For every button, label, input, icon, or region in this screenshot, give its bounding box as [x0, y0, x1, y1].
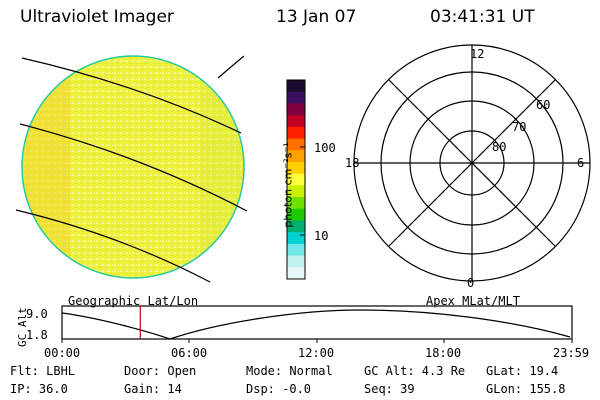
colorbar-segment [287, 255, 305, 268]
latitude-line [217, 55, 245, 79]
polar-projection-label: Apex MLat/MLT [426, 294, 520, 308]
colorbar-segment [287, 126, 305, 140]
x-tick-1200: 12:00 [298, 346, 335, 360]
colorbar-segment [287, 115, 305, 128]
latitude-line [21, 57, 242, 134]
seq-info: Seq: 39 [364, 382, 415, 396]
colorbar-tick-100: 100 [314, 141, 336, 155]
colorbar-segment [287, 80, 305, 93]
latitude-line [15, 209, 211, 283]
mlt-label-6: 6 [577, 156, 585, 170]
colorbar-unit-label: photon cm⁻²s⁻¹ [281, 142, 295, 228]
mlat-label-60: 60 [536, 98, 551, 112]
app-title: Ultraviolet Imager [20, 7, 174, 27]
glon-info: GLon: 155.8 [486, 382, 566, 396]
colorbar-tick-10: 10 [314, 229, 329, 243]
ip-info: IP: 36.0 [10, 382, 68, 396]
earth-disk [22, 56, 244, 278]
dsp-info: Dsp: -0.0 [246, 382, 312, 396]
mlt-label-12: 12 [470, 47, 485, 61]
altitude-curve [61, 309, 571, 340]
polar-diagonal [388, 79, 556, 247]
time-label: 03:41:31 UT [430, 7, 535, 27]
colorbar-segment [287, 267, 305, 280]
polar-diagonal [388, 79, 556, 247]
polar-ring-50 [353, 44, 591, 282]
filter-info: Flt: LBHL [10, 364, 76, 378]
door-info: Door: Open [124, 364, 197, 378]
earth-limb [21, 55, 245, 279]
mlt-label-18: 18 [345, 156, 360, 170]
x-tick-2359: 23:59 [553, 346, 590, 360]
mlat-label-70: 70 [512, 120, 527, 134]
latitude-line [19, 123, 248, 212]
colorbar-segment [287, 103, 305, 116]
colorbar-segment [287, 232, 305, 245]
altitude-ymin: 1.8 [26, 328, 48, 342]
altitude-ymax: 9.0 [26, 307, 48, 321]
colorbar-segment [287, 91, 305, 104]
date-label: 13 Jan 07 [276, 7, 357, 27]
mlt-label-0: 0 [467, 276, 475, 290]
colorbar-segment [287, 243, 305, 257]
altitude-plot-frame [61, 305, 573, 340]
mlat-label-80: 80 [492, 140, 507, 154]
globe-projection-label: Geographic Lat/Lon [68, 294, 199, 308]
gain-info: Gain: 14 [124, 382, 182, 396]
glat-info: GLat: 19.4 [486, 364, 559, 378]
x-tick-1800: 18:00 [425, 346, 462, 360]
mode-info: Mode: Normal [246, 364, 333, 378]
x-tick-0000: 00:00 [44, 346, 81, 360]
x-tick-0600: 06:00 [171, 346, 208, 360]
gc-alt-info: GC Alt: 4.3 Re [364, 364, 466, 378]
